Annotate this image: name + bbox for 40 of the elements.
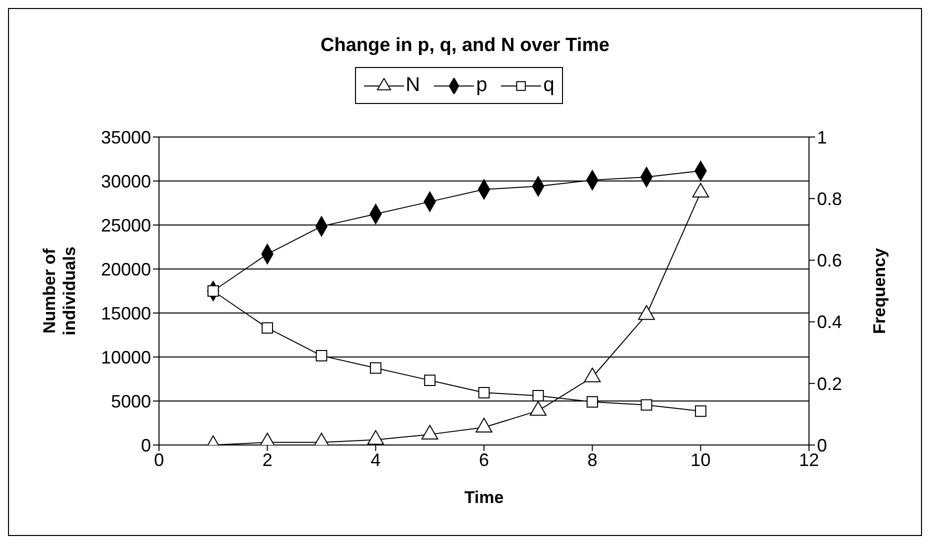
x-tick-label: 12 — [798, 450, 820, 470]
y2-axis-title: Frequency — [870, 247, 890, 334]
y-axis-title: Number of individuals — [40, 246, 79, 336]
y-tick-label: 0 — [140, 435, 151, 456]
point — [638, 305, 655, 320]
y2-tick-label: 0 — [817, 435, 828, 456]
point — [586, 396, 598, 408]
point — [476, 418, 492, 432]
y2-tick-label: 0.2 — [817, 374, 842, 394]
y-tick-label: 25000 — [100, 215, 151, 236]
y2-tick-label: 0.8 — [817, 188, 842, 209]
point — [584, 368, 601, 382]
x-tick-label: 8 — [587, 450, 598, 470]
y-tick-label: 10000 — [100, 347, 151, 368]
x-tick-label: 2 — [262, 450, 272, 470]
point — [262, 322, 274, 334]
point — [421, 424, 438, 440]
x-tick-label: 6 — [478, 450, 490, 470]
point — [367, 430, 384, 445]
legend-label: p — [475, 74, 488, 97]
point — [530, 401, 547, 416]
y-tick-label: 20000 — [100, 259, 151, 280]
y-tick-label: 5000 — [110, 391, 151, 412]
point — [692, 182, 710, 198]
y-tick-label: 35000 — [100, 127, 151, 148]
x-tick-label: 4 — [370, 450, 381, 470]
y-tick-label: 15000 — [100, 303, 151, 324]
x-tick-label: 10 — [690, 450, 711, 470]
y2-tick-label: 1 — [817, 127, 828, 148]
y-tick-label: 30000 — [100, 171, 151, 192]
chart-title: Change in p, q, and N over Time — [320, 35, 610, 57]
point — [640, 399, 652, 411]
legend-label: q — [542, 74, 554, 97]
x-axis-title: Time — [464, 488, 504, 507]
point — [316, 350, 328, 362]
legend-label: N — [404, 74, 420, 97]
x-tick-label: 0 — [154, 450, 164, 470]
y2-tick-label: 0.6 — [817, 250, 842, 271]
point — [370, 362, 382, 374]
y2-tick-label: 0.4 — [817, 312, 842, 332]
